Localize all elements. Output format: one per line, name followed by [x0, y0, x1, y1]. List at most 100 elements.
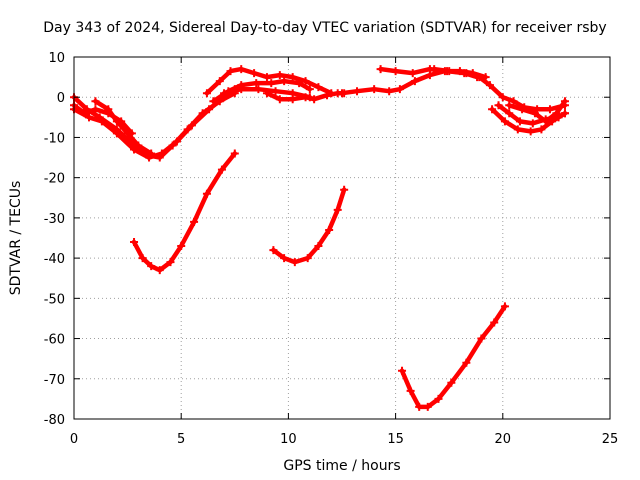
data-point [325, 225, 334, 234]
x-tick-label: 5 [177, 432, 185, 447]
data-point [123, 129, 132, 138]
data-point [237, 85, 246, 94]
data-point [462, 69, 471, 78]
data-point [415, 402, 424, 411]
plot-frame [73, 56, 611, 420]
data-point [310, 95, 319, 104]
y-tick-label: -80 [44, 413, 65, 428]
data-point [112, 117, 121, 126]
data-point [138, 254, 147, 263]
x-tick-label: 0 [70, 432, 78, 447]
data-point [130, 238, 139, 247]
data-point [172, 137, 181, 146]
data-point [430, 65, 439, 74]
data-point [155, 266, 164, 275]
data-point [252, 79, 261, 88]
series-arc-10 [271, 187, 347, 265]
data-point [560, 109, 569, 118]
data-point [147, 262, 156, 271]
y-tick-label: -30 [44, 212, 65, 227]
data-point [376, 65, 385, 74]
data-point [500, 117, 509, 126]
data-point [267, 79, 276, 88]
data-point [554, 113, 563, 122]
data-point [353, 87, 362, 96]
data-point [560, 97, 569, 106]
series-arc-5 [131, 151, 238, 273]
data-point [305, 85, 314, 94]
data-point [423, 402, 432, 411]
data-point [215, 77, 224, 86]
y-tick-label: -10 [44, 131, 65, 146]
data-point [166, 258, 175, 267]
data-point [280, 254, 289, 263]
data-point [147, 149, 156, 158]
x-tick-label: 10 [280, 432, 297, 447]
y-tick-label: -40 [44, 252, 65, 267]
data-point [237, 65, 246, 74]
data-point [410, 77, 419, 86]
x-tick-label: 15 [387, 432, 404, 447]
data-point [541, 117, 550, 126]
data-point [112, 129, 121, 138]
data-point [134, 141, 143, 150]
data-point [202, 189, 211, 198]
data-point [494, 101, 503, 110]
data-point [271, 87, 280, 96]
y-tick-label: 10 [48, 51, 65, 66]
data-point [477, 334, 486, 343]
data-point [226, 67, 235, 76]
x-tick-label: 25 [602, 432, 619, 447]
data-point [515, 117, 524, 126]
data-point [91, 97, 100, 106]
data-point [80, 109, 89, 118]
data-point [370, 85, 379, 94]
data-point [505, 101, 514, 110]
data-point [552, 109, 561, 118]
data-point [288, 73, 297, 82]
data-point [447, 378, 456, 387]
y-tick-label: -20 [44, 172, 65, 187]
data-point [145, 153, 154, 162]
data-point [498, 93, 507, 102]
data-point [545, 105, 554, 114]
data-point [518, 105, 527, 114]
data-point [209, 97, 218, 106]
data-point [250, 69, 259, 78]
y-axis-label: SDTVAR / TECUs [8, 181, 24, 296]
data-point [301, 93, 310, 102]
data-point [104, 105, 113, 114]
data-point [391, 67, 400, 76]
data-series [70, 65, 569, 411]
data-point [177, 242, 186, 251]
data-point [269, 246, 278, 255]
data-point [295, 79, 304, 88]
y-tick-label: -50 [44, 292, 65, 307]
data-point [333, 205, 342, 214]
data-point [406, 386, 415, 395]
data-point [205, 105, 214, 114]
data-point [275, 71, 284, 80]
data-point [275, 95, 284, 104]
data-point [290, 258, 299, 267]
x-tick-labels: 0 5 10 15 20 25 [70, 432, 618, 447]
data-point [230, 149, 239, 158]
data-point [485, 81, 494, 90]
axis-ticks [73, 56, 611, 420]
series-arc-4 [93, 98, 154, 156]
series-arc-2 [71, 86, 238, 160]
data-point [91, 105, 100, 114]
data-point [505, 109, 514, 118]
data-point [280, 77, 289, 86]
data-point [340, 185, 349, 194]
x-tick-label: 20 [495, 432, 512, 447]
data-point [434, 394, 443, 403]
data-point [190, 217, 199, 226]
data-point [509, 97, 518, 106]
data-point [395, 85, 404, 94]
data-point [398, 366, 407, 375]
data-point [157, 149, 166, 158]
data-point [202, 89, 211, 98]
y-tick-labels: 10 0 -10 -20 -30 -40 -50 -60 -70 -80 [44, 51, 65, 428]
data-point [385, 87, 394, 96]
